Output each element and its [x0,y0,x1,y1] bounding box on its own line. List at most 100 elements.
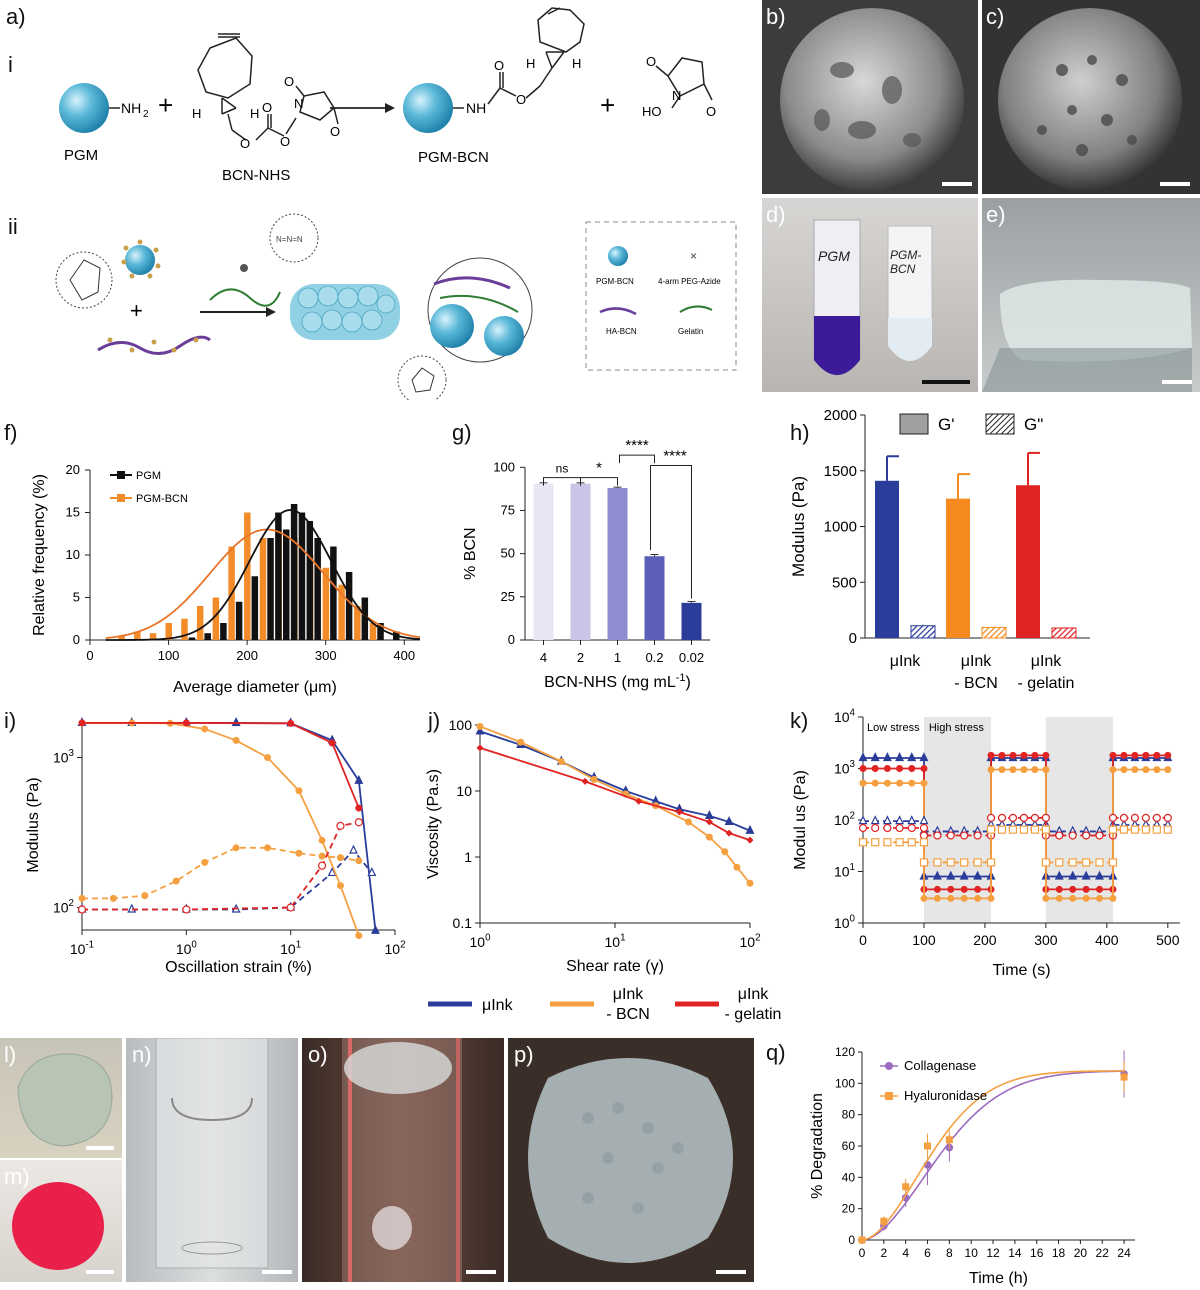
gelatin-chain [209,288,281,307]
f-x-tick-label: 100 [158,648,180,663]
i-point-blue_gpp [367,867,377,877]
pgm-bcn-structure [487,7,585,105]
k-point-red-gdoubleprime [946,831,955,840]
i-point-red_gp [355,804,363,812]
i-point-red_gp [182,719,190,727]
q-x-tick-label: 12 [986,1246,1000,1260]
j-point-orange [721,848,729,856]
chart-f-size-distribution: 0 100 200 300 400 0 5 10 15 20 PGM PGM-BCN Average d… [31,462,421,696]
q-x-tick-label: 10 [965,1246,979,1260]
g-sig-4star-b [650,465,692,599]
k-point-blue-gprime [907,752,917,762]
j-point-orange [746,879,754,887]
panel-label-i-chart: i) [4,708,17,733]
panel-label-d: d) [766,202,786,227]
k-point-orange-gdoubleprime [997,825,1007,834]
k-point-blue-gprime [919,752,929,762]
k-point-orange-gdoubleprime [1030,825,1040,834]
svg-text:×: × [690,249,697,263]
k-point-orange-gprime [987,894,995,902]
k-x-tick-label: 500 [1156,932,1180,948]
h-bar-gdoubleprime [1051,627,1077,639]
azide-zoom-circle [269,213,319,263]
i-line-blue_gp [82,722,377,931]
i-point-orange_gpp [172,877,180,885]
g-x-tick-label: 1 [614,650,621,665]
panel-label-c: c) [986,4,1005,29]
f-bar-pgm [220,623,227,640]
i-point-red_gpp [286,903,295,912]
k-point-red-gprime [1031,751,1039,759]
i-point-orange_gpp [78,894,86,902]
g-bar [681,602,702,640]
g-x-tick-label: 0.02 [679,650,704,665]
panel-label-l: l) [4,1042,17,1067]
k-point-orange-gdoubleprime [907,838,916,847]
k-point-blue-gprime [895,752,905,762]
k-point-red-gdoubleprime [997,813,1007,822]
q-x-tick-label: 8 [946,1246,953,1260]
svg-text:4-arm PEG-Azide: 4-arm PEG-Azide [658,277,721,286]
k-point-blue-gdoubleprime [882,815,892,825]
k-shaded-high-stress [1045,717,1113,923]
panel-label-h: h) [790,420,810,445]
k-point-red-gdoubleprime [895,823,904,833]
k-x-tick-label: 300 [1034,932,1058,948]
k-point-blue-gprime [858,752,868,762]
k-point-red-gprime [998,751,1006,759]
i-y-label: Modulus (Pa) [25,777,42,872]
h-x-label-line2: - gelatin [1018,675,1075,692]
k-point-red-gprime [933,885,941,893]
i-x-tick-label: 10-1 [70,940,94,957]
q-y-tick-label: 40 [842,1170,856,1184]
k-point-orange-gprime [1142,766,1150,774]
j-point-blue [475,725,485,735]
j-point-orange [517,738,525,746]
g-bar [570,483,591,640]
k-point-red-gdoubleprime [1095,831,1104,840]
f-x-tick-label: 200 [236,648,258,663]
triazole-zoom-circle [397,355,447,400]
g-y-tick-label: 0 [508,632,515,647]
f-bar-pgm [298,512,306,640]
h-bar-gdoubleprime [910,625,936,639]
k-point-red-gdoubleprime [919,831,929,840]
j-point-orange [733,863,741,871]
h-x-label-line1: μInk [1031,653,1063,670]
k-point-red-gdoubleprime [1130,813,1139,822]
k-point-orange-gdoubleprime [1041,825,1050,834]
i-point-red_gp [287,719,295,727]
k-point-red-gprime [947,885,955,893]
q-point-Hyaluronidase [924,1142,932,1150]
j-x-label: Shear rate (γ) [566,958,664,975]
h-x-label-line1: μInk [961,653,993,670]
k-point-blue-gprime [959,870,969,880]
k-point-orange-gprime [896,779,904,787]
k-point-orange-gprime [1031,766,1039,774]
q-y-tick-label: 120 [835,1045,855,1059]
k-x-label: Time (s) [992,962,1050,979]
k-line-orange-gprime [863,768,1168,900]
j-x-tick-label: 101 [604,933,625,950]
g-y-tick-label: 50 [501,546,515,561]
q-x-tick-label: 4 [902,1246,909,1260]
k-point-red-gprime [1153,751,1161,759]
k-point-orange-gprime [859,779,867,787]
svg-text:PGM-BCN: PGM-BCN [596,277,634,286]
k-point-orange-gprime [1020,766,1028,774]
i-line-orange_gpp [82,846,359,900]
bcn-nhs-caption: BCN-NHS [222,167,290,184]
chart-q-degradation: 0 2 4 6 8 10 12 14 16 18 20 22 24020406080100120Coll… [809,1045,1135,1287]
g-sig-4star-b-label: **** [663,448,687,465]
i-point-orange_gpp [318,852,326,860]
svg-text:O: O [494,58,504,73]
svg-text:N: N [672,88,681,103]
k-point-red-gdoubleprime [986,813,996,822]
k-point-orange-gdoubleprime [973,858,982,867]
j-point-red [705,818,713,826]
k-point-blue-gdoubleprime [907,815,917,825]
h-bar-gprime [946,498,970,638]
h-legend-gdoubleprime-label: G" [1024,415,1043,434]
k-point-orange-gprime [1120,766,1128,774]
svg-text:N=N=N: N=N=N [276,235,303,244]
